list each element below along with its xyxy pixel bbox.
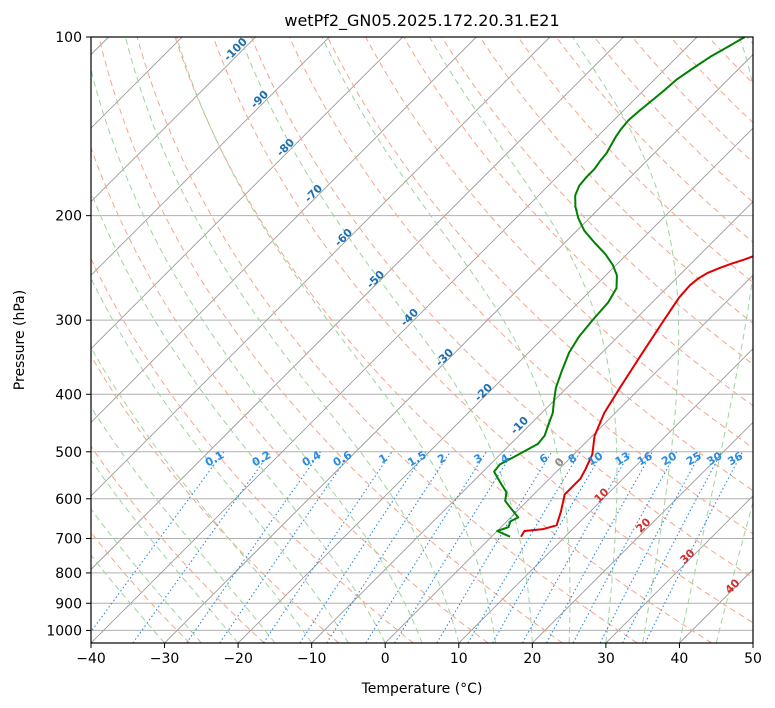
isotherm-line (91, 37, 698, 643)
moist-adiabat-line (428, 37, 618, 643)
isotherm-line (458, 348, 753, 643)
mixing-ratio-line (599, 451, 702, 643)
moist-adiabat-line (321, 37, 571, 643)
dry-adiabat-line (98, 37, 563, 643)
mixing-ratio-line (186, 451, 321, 643)
isotherm-line (384, 274, 753, 643)
x-tick-label: 50 (744, 651, 762, 667)
moist-adiabat-line (91, 459, 239, 643)
mixing-ratio-line (436, 451, 553, 643)
moist-adiabat-line (91, 277, 349, 643)
dewpoint-profile-line (493, 37, 746, 538)
plot-frame (90, 36, 754, 644)
x-tick-label: −40 (76, 651, 106, 667)
isotherm-line (605, 495, 753, 643)
isotherm-line (91, 37, 551, 497)
dry-adiabat-line (631, 37, 753, 164)
data-series (493, 37, 753, 538)
mixing-ratio-line (219, 451, 352, 643)
x-tick-label: 10 (450, 651, 468, 667)
dry-adiabat-line (555, 37, 753, 243)
mixing-ratio-line (91, 451, 225, 633)
background-lines (91, 37, 753, 643)
moist-adiabat-line (239, 37, 533, 643)
isotherm-line (532, 421, 753, 643)
isotherm-line (91, 37, 404, 350)
x-tick-label: −30 (150, 651, 180, 667)
moist-adiabat-line (678, 37, 753, 643)
moist-adiabat-line (91, 406, 276, 643)
y-tick-label: 600 (55, 492, 82, 508)
y-tick-label: 800 (55, 566, 82, 582)
chart-title: wetPf2_GN05.2025.172.20.31.E21 (284, 11, 559, 31)
y-tick-label: 1000 (46, 623, 82, 639)
x-axis-label: Temperature (°C) (361, 681, 483, 697)
dry-adiabat-line (403, 37, 753, 407)
x-tick-label: −20 (223, 651, 253, 667)
dry-adiabat-line (441, 37, 753, 365)
isotherm-line (237, 127, 753, 643)
y-tick-label: 500 (55, 445, 82, 461)
isotherm-line (91, 37, 624, 571)
mixing-ratio-line (522, 451, 631, 643)
isotherm-line (91, 37, 330, 276)
dry-adiabat-line (91, 257, 414, 643)
mixing-ratio-line (546, 451, 653, 643)
x-tick-label: 0 (381, 651, 390, 667)
moist-adiabat-line (715, 500, 753, 643)
moist-adiabat-line (91, 508, 202, 643)
moist-adiabat-line (91, 190, 386, 643)
dry-adiabat-line (327, 37, 753, 492)
y-tick-label: 700 (55, 532, 82, 548)
x-tick-label: 40 (671, 651, 689, 667)
mixing-ratio-line (572, 451, 678, 643)
dry-adiabat-line (517, 37, 753, 284)
mixing-ratio-line (365, 451, 487, 643)
dry-adiabat-line (365, 37, 753, 449)
temperature-profile-line (520, 255, 753, 538)
dry-adiabat-line (212, 37, 753, 624)
dry-adiabat-line (174, 37, 713, 643)
dry-adiabat-line (136, 37, 638, 643)
dry-adiabat-line (91, 445, 265, 643)
y-tick-label: 200 (55, 209, 82, 225)
mixing-ratio-line (132, 451, 272, 643)
dry-adiabat-line (250, 37, 753, 579)
moist-adiabat-line (91, 67, 423, 643)
moist-adiabat-line (91, 346, 313, 643)
y-tick-label: 300 (55, 313, 82, 329)
moist-adiabat-line (572, 37, 680, 643)
y-tick-label: 400 (55, 387, 82, 403)
y-axis: 1000 900 800 700 600 500 400 300 200 100 (46, 30, 91, 639)
x-tick-label: 20 (523, 651, 541, 667)
x-tick-label: −10 (297, 651, 327, 667)
mixing-ratio-line (263, 451, 393, 643)
x-tick-label: 30 (597, 651, 615, 667)
y-axis-label: Pressure (hPa) (12, 290, 28, 390)
y-tick-label: 900 (55, 596, 82, 612)
isotherm-line (91, 37, 477, 423)
moist-adiabat-line (176, 37, 497, 643)
mixing-ratio-line (326, 451, 451, 643)
mixing-ratio-line (299, 451, 426, 643)
x-axis: −40 −30 −20 −10 0 10 20 30 40 50 (76, 643, 762, 667)
isotherm-line (164, 53, 753, 643)
y-tick-label: 100 (55, 30, 82, 46)
moist-adiabat-line (124, 37, 460, 643)
moist-adiabat-line (91, 554, 165, 643)
isotherm-line (91, 37, 256, 203)
